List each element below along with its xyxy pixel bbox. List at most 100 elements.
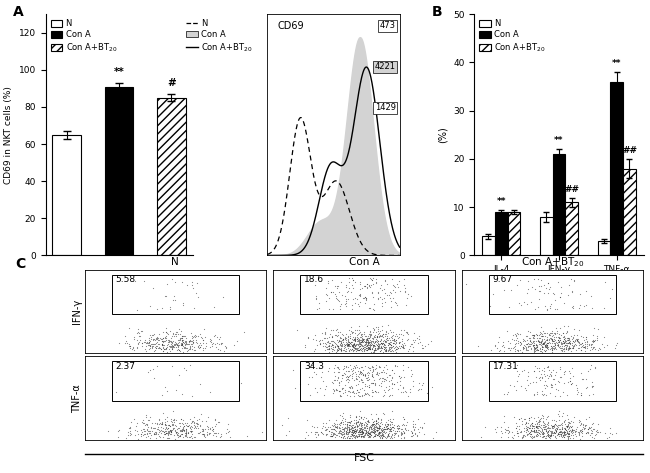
Point: [357, 425, 367, 432]
Point: [521, 428, 531, 435]
Point: [344, 385, 355, 392]
Point: [374, 429, 384, 436]
Point: [335, 421, 346, 429]
Point: [350, 428, 360, 435]
Point: [363, 334, 374, 342]
Point: [508, 332, 518, 339]
Point: [140, 414, 151, 421]
Point: [369, 429, 379, 437]
Point: [364, 365, 374, 372]
Point: [564, 344, 575, 352]
Point: [358, 429, 369, 437]
Point: [403, 392, 413, 400]
Point: [426, 337, 436, 345]
Point: [556, 420, 566, 428]
Point: [196, 417, 207, 424]
Point: [494, 333, 504, 341]
Point: [334, 336, 345, 344]
Point: [565, 377, 575, 385]
Point: [354, 342, 364, 350]
Point: [578, 376, 588, 383]
Point: [534, 420, 544, 427]
Point: [406, 427, 416, 435]
Point: [337, 385, 347, 393]
Point: [419, 430, 429, 438]
Point: [384, 291, 394, 299]
Point: [352, 326, 362, 334]
Point: [344, 347, 355, 354]
Point: [536, 345, 547, 353]
Point: [357, 429, 367, 436]
Point: [338, 435, 348, 442]
Point: [364, 338, 374, 345]
Point: [174, 432, 185, 440]
Point: [329, 377, 339, 384]
Point: [331, 292, 341, 300]
Point: [331, 424, 341, 431]
Point: [550, 341, 560, 348]
Point: [329, 420, 339, 427]
Point: [550, 344, 560, 351]
Point: [543, 431, 554, 438]
Point: [587, 305, 597, 312]
Point: [378, 342, 389, 349]
Point: [352, 424, 363, 431]
Point: [356, 363, 367, 370]
Point: [535, 418, 545, 425]
Point: [356, 428, 367, 435]
Point: [597, 341, 608, 348]
Point: [343, 374, 353, 381]
Point: [323, 278, 333, 285]
Point: [157, 342, 167, 349]
Point: [559, 339, 569, 347]
Point: [554, 338, 565, 346]
Point: [173, 330, 183, 338]
Point: [342, 430, 352, 438]
Point: [606, 285, 617, 293]
Point: [398, 366, 408, 374]
Point: [541, 381, 551, 389]
Point: [350, 344, 360, 351]
Point: [181, 366, 191, 374]
Point: [346, 339, 356, 346]
Point: [356, 339, 367, 346]
Point: [377, 377, 387, 385]
Point: [552, 422, 563, 430]
Point: [388, 423, 398, 431]
Point: [572, 390, 582, 397]
Point: [396, 434, 406, 441]
Point: [376, 335, 387, 342]
Point: [218, 348, 229, 355]
Point: [351, 344, 361, 351]
Point: [373, 430, 384, 438]
Point: [374, 347, 385, 354]
Point: [352, 418, 363, 426]
Point: [135, 336, 145, 343]
Point: [562, 336, 572, 343]
Point: [558, 333, 568, 341]
Point: [344, 432, 355, 440]
Point: [193, 424, 203, 432]
Point: [355, 424, 365, 432]
Point: [584, 342, 594, 349]
Point: [534, 334, 545, 342]
Point: [145, 342, 155, 350]
Point: [362, 374, 372, 382]
Bar: [508, 212, 520, 255]
Point: [377, 341, 387, 348]
Point: [364, 425, 374, 432]
Point: [164, 427, 175, 434]
Point: [568, 342, 578, 350]
Point: [174, 346, 185, 354]
Point: [176, 334, 186, 342]
Point: [364, 342, 374, 349]
Point: [533, 424, 543, 432]
Point: [369, 426, 380, 433]
Point: [177, 336, 187, 343]
Point: [365, 431, 375, 438]
Point: [129, 431, 140, 439]
Point: [160, 420, 170, 427]
Point: [225, 433, 235, 440]
Point: [363, 334, 373, 342]
Point: [371, 426, 382, 434]
